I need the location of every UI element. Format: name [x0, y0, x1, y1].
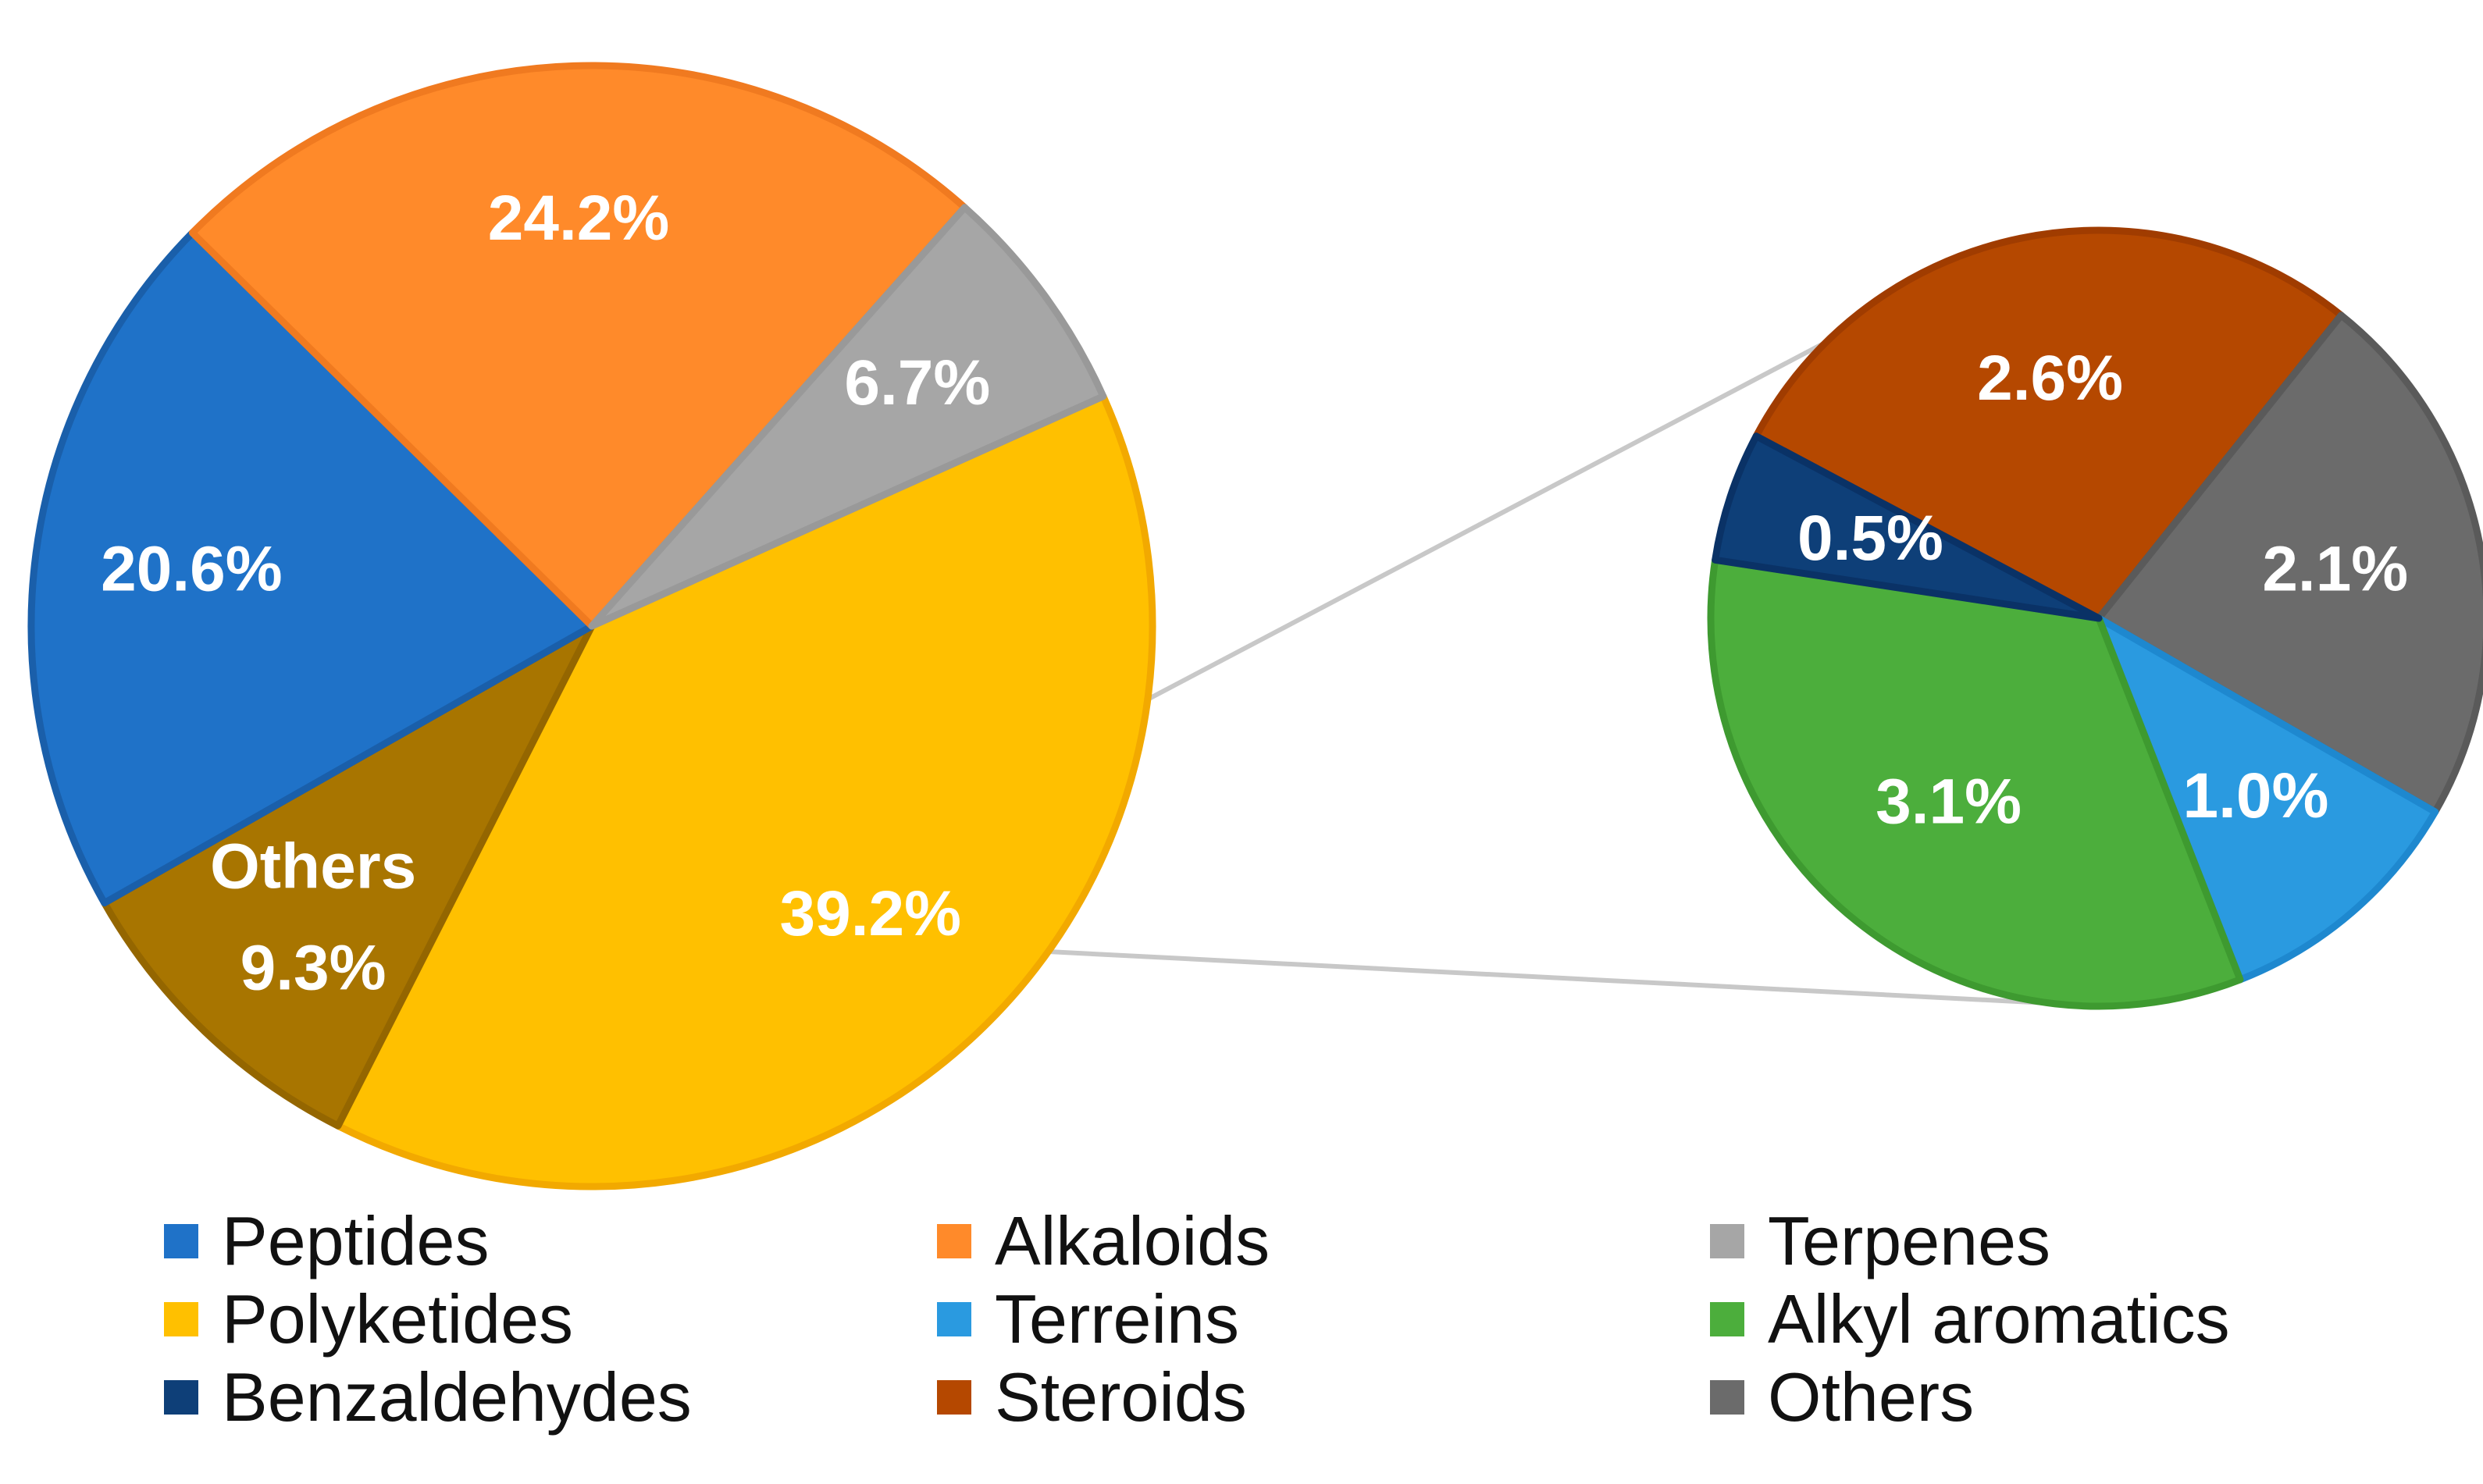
legend-item-peptides: Peptides	[164, 1202, 489, 1280]
legend-swatch-alkyl-aromatics	[1710, 1302, 1744, 1336]
legend-label-terreins: Terreins	[995, 1280, 1239, 1358]
legend-label-peptides: Peptides	[222, 1202, 490, 1279]
main-slice-label-others-name: Others	[210, 831, 416, 902]
main-slice-alkaloids	[188, 62, 968, 630]
legend-swatch-alkaloids	[937, 1224, 971, 1258]
main-slice-polyketides	[334, 393, 1156, 1190]
legend-label-steroids: Steroids	[995, 1358, 1247, 1436]
legend-item-benzaldehydes: Benzaldehydes	[164, 1358, 692, 1436]
main-slice-terpenes	[588, 204, 1107, 630]
legend-item-terpenes: Terpenes	[1710, 1202, 2050, 1280]
legend-item-others: Others	[1710, 1358, 1974, 1436]
secondary-slice-label-steroids: 2.6%	[1977, 343, 2123, 414]
legend-swatch-benzaldehydes	[164, 1380, 198, 1415]
legend: Peptides Alkaloids Terpenes Polyketides Terr…	[164, 1202, 2428, 1468]
legend-label-alkyl-aromatics: Alkyl aromatics	[1768, 1280, 2230, 1358]
legend-swatch-terpenes	[1710, 1224, 1744, 1258]
legend-label-benzaldehydes: Benzaldehydes	[222, 1358, 692, 1436]
legend-swatch-polyketides	[164, 1302, 198, 1336]
legend-swatch-steroids	[937, 1380, 971, 1415]
legend-item-alkaloids: Alkaloids	[937, 1202, 1270, 1280]
legend-swatch-peptides	[164, 1224, 198, 1258]
secondary-pie: 2.6% 2.1% 1.0% 3.1% 0.5%	[1707, 226, 2483, 1010]
secondary-slice-others	[2095, 311, 2483, 816]
secondary-slice-benzaldehydes	[1712, 432, 2103, 622]
secondary-slice-label-benzaldehydes: 0.5%	[1797, 503, 1943, 574]
legend-label-alkaloids: Alkaloids	[995, 1202, 1270, 1279]
legend-item-polyketides: Polyketides	[164, 1280, 573, 1358]
secondary-slice-steroids	[1752, 226, 2345, 622]
main-slice-label-polyketides: 39.2%	[780, 878, 962, 949]
secondary-slice-label-others: 2.1%	[2262, 533, 2408, 604]
legend-label-others: Others	[1768, 1358, 1975, 1436]
main-slice-label-terpenes: 6.7%	[844, 347, 990, 418]
secondary-slice-label-terreins: 1.0%	[2183, 760, 2329, 831]
legend-item-terreins: Terreins	[937, 1280, 1239, 1358]
main-slice-label-others: 9.3%	[240, 933, 387, 1004]
secondary-slice-alkyl-aromatics	[1707, 556, 2244, 1010]
legend-swatch-terreins	[937, 1302, 971, 1336]
main-slice-peptides	[27, 229, 596, 907]
main-slice-others	[101, 622, 596, 1130]
legend-item-steroids: Steroids	[937, 1358, 1247, 1436]
legend-item-alkyl-aromatics: Alkyl aromatics	[1710, 1280, 2230, 1358]
legend-label-polyketides: Polyketides	[222, 1280, 574, 1358]
main-slice-label-peptides: 20.6%	[101, 533, 283, 604]
main-slice-label-alkaloids: 24.2%	[488, 183, 670, 254]
legend-swatch-others	[1710, 1380, 1744, 1415]
legend-label-terpenes: Terpenes	[1768, 1202, 2051, 1279]
secondary-slice-terreins	[2095, 614, 2439, 984]
main-pie: 39.2% Others 9.3% 20.6% 24.2% 6.7%	[27, 62, 1156, 1190]
secondary-slice-label-alkyl-aromatics: 3.1%	[1876, 766, 2022, 837]
